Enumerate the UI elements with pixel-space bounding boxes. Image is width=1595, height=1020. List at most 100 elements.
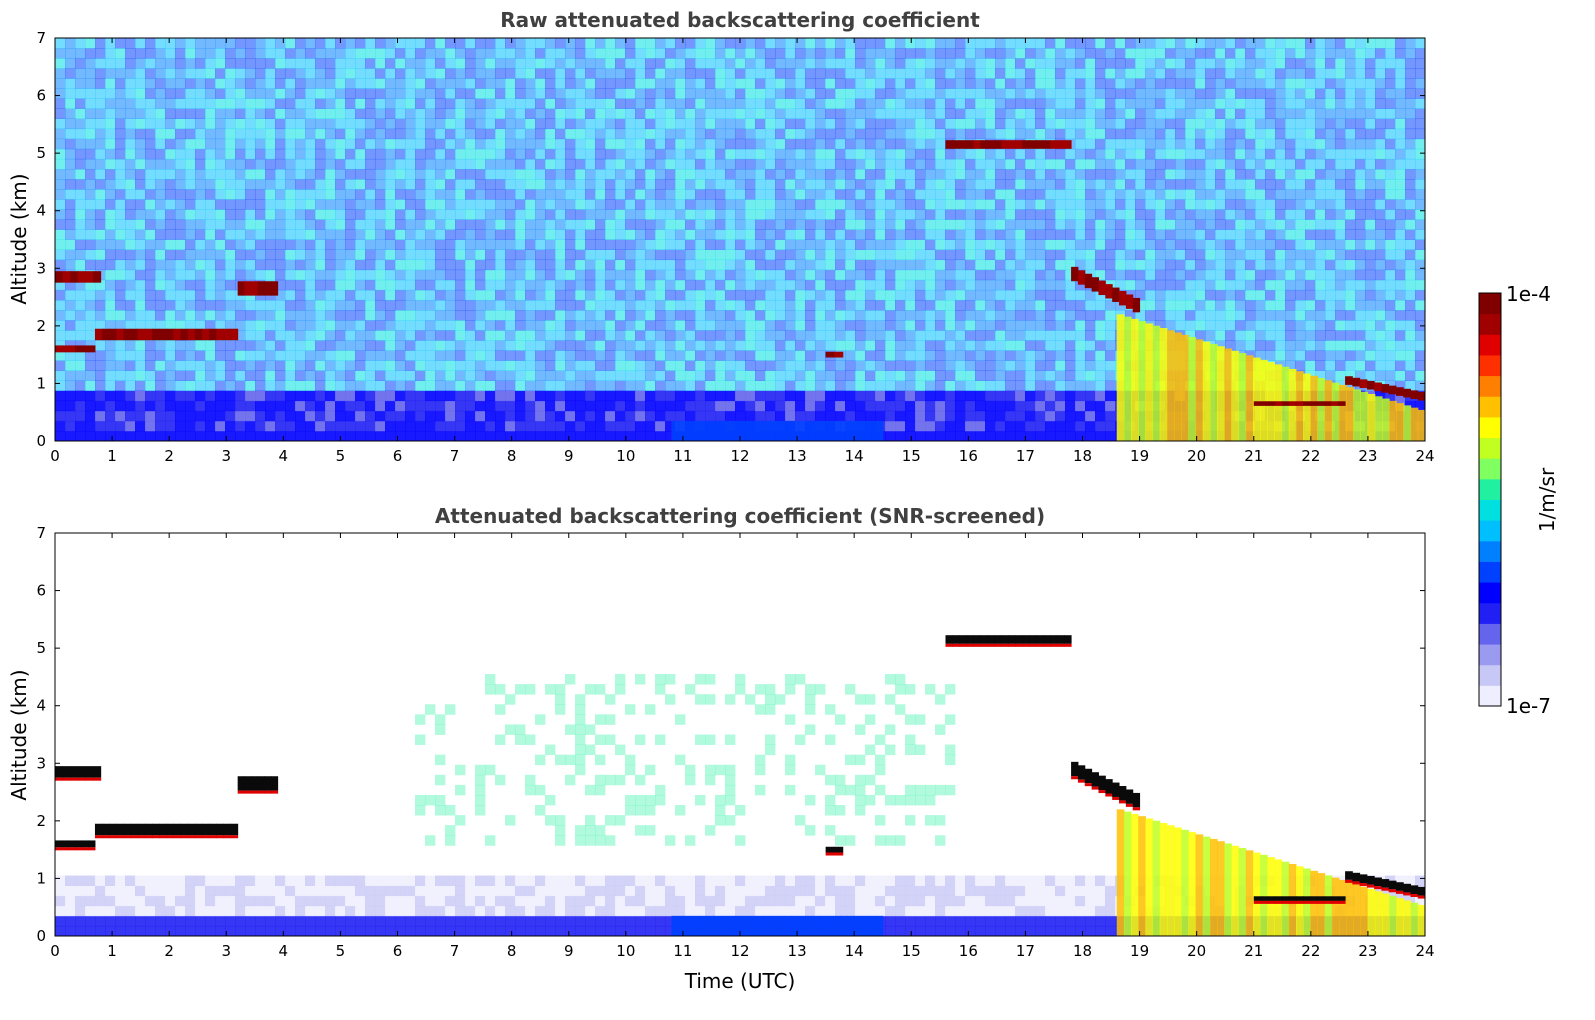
- background-cell: [895, 138, 906, 150]
- background-cell: [225, 58, 236, 69]
- background-cell: [365, 330, 376, 341]
- background-cell: [555, 179, 566, 190]
- background-cell: [425, 360, 436, 371]
- background-cell: [1265, 350, 1276, 361]
- background-cell: [795, 410, 806, 422]
- background-cell: [455, 380, 466, 392]
- background-cell: [845, 118, 856, 130]
- background-cell: [735, 350, 746, 361]
- background-cell: [295, 48, 306, 59]
- background-cell: [1025, 189, 1036, 200]
- background-cell: [1135, 88, 1146, 99]
- background-cell: [1215, 330, 1226, 341]
- background-cell: [505, 299, 516, 311]
- background-cell: [725, 390, 736, 402]
- background-cell: [875, 158, 886, 170]
- background-cell: [525, 98, 536, 109]
- background-cell: [605, 390, 616, 402]
- background-cell: [655, 350, 666, 361]
- background-cell: [875, 189, 886, 200]
- background-cell: [245, 219, 256, 230]
- background-cell: [1155, 289, 1166, 301]
- background-cell: [485, 269, 496, 281]
- background-cell: [675, 400, 686, 412]
- background-cell: [275, 78, 286, 89]
- background-cell: [105, 108, 116, 119]
- background-cell: [675, 138, 686, 150]
- background-cell: [575, 88, 586, 99]
- background-cell: [1055, 88, 1066, 99]
- background-cell: [275, 239, 286, 250]
- background-cell: [495, 430, 506, 442]
- background-cell: [1215, 118, 1226, 130]
- background-cell: [1105, 138, 1116, 150]
- background-cell: [725, 98, 736, 109]
- background-cell: [1005, 239, 1016, 250]
- background-cell: [1105, 118, 1116, 130]
- background-cell: [415, 229, 426, 240]
- background-cell: [1165, 189, 1176, 200]
- background-cell: [315, 138, 326, 150]
- background-cell: [855, 330, 866, 341]
- background-cell: [185, 259, 196, 271]
- background-cell: [575, 370, 586, 381]
- background-cell: [265, 229, 276, 240]
- background-cell: [685, 410, 696, 422]
- background-cell: [215, 229, 226, 240]
- background-cell: [1025, 390, 1036, 402]
- background-cell: [805, 98, 816, 109]
- background-cell: [165, 279, 176, 291]
- background-cell: [1065, 350, 1076, 361]
- background-cell: [1035, 390, 1046, 402]
- background-cell: [955, 168, 966, 180]
- background-cell: [365, 370, 376, 381]
- background-cell: [1285, 330, 1296, 341]
- background-cell: [235, 410, 246, 422]
- background-cell: [495, 209, 506, 220]
- background-cell: [1155, 229, 1166, 240]
- background-cell: [445, 269, 456, 281]
- background-cell: [715, 340, 726, 351]
- background-cell: [765, 269, 776, 281]
- background-cell: [95, 259, 106, 271]
- background-cell: [55, 179, 66, 190]
- background-cell: [585, 299, 596, 311]
- background-cell: [815, 78, 826, 89]
- background-cell: [1085, 420, 1096, 432]
- background-cell: [405, 360, 416, 371]
- background-cell: [435, 279, 446, 291]
- background-cell: [265, 360, 276, 371]
- background-cell: [605, 320, 616, 331]
- background-cell: [685, 320, 696, 331]
- background-cell: [1255, 330, 1266, 341]
- background-cell: [805, 48, 816, 59]
- background-cell: [95, 199, 106, 210]
- background-cell: [815, 279, 826, 291]
- background-cell: [1295, 158, 1306, 170]
- background-cell: [395, 58, 406, 69]
- background-cell: [455, 320, 466, 331]
- background-cell: [675, 330, 686, 341]
- background-cell: [795, 138, 806, 150]
- background-cell: [525, 168, 536, 180]
- background-cell: [325, 239, 336, 250]
- background-cell: [245, 148, 256, 160]
- background-cell: [245, 239, 256, 250]
- background-cell: [235, 219, 246, 230]
- background-cell: [1165, 128, 1176, 140]
- background-cell: [885, 410, 896, 422]
- background-cell: [845, 390, 856, 402]
- background-cell: [345, 38, 356, 49]
- background-cell: [375, 350, 386, 361]
- background-cell: [265, 58, 276, 69]
- background-cell: [145, 219, 156, 230]
- background-cell: [445, 249, 456, 261]
- background-cell: [815, 340, 826, 351]
- background-cell: [315, 360, 326, 371]
- background-cell: [165, 430, 176, 442]
- background-cell: [65, 420, 76, 432]
- background-cell: [95, 108, 106, 119]
- background-cell: [735, 179, 746, 190]
- background-cell: [315, 330, 326, 341]
- background-cell: [1195, 138, 1206, 150]
